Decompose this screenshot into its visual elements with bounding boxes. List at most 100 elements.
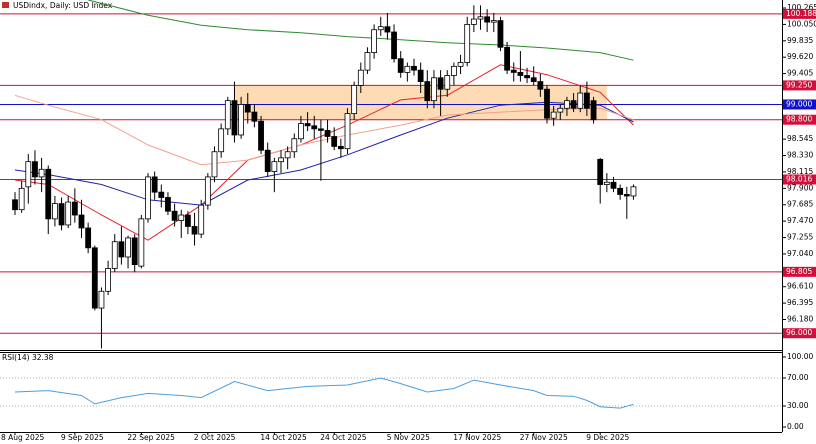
candle-body [264,149,271,172]
rsi-line [14,377,634,409]
level-label: 96.805 [786,267,812,276]
y-tick-label: 98.115 [787,167,813,176]
candle-body [324,129,331,137]
level-label: 98.016 [786,174,812,183]
candle-body [311,125,318,130]
candle-body [484,16,491,23]
symbol-icon [2,2,9,8]
candle-body [244,104,251,113]
candle-body [151,176,158,193]
candle-body [178,214,185,221]
y-tick-label: 100.00 [787,352,813,361]
candle-body [444,75,451,90]
candle-body [597,158,604,185]
candle-body [530,77,537,82]
candle-body [391,31,397,60]
level-label: 98.800 [786,115,812,124]
x-tick-label: 5 Nov 2025 [387,433,430,442]
y-tick-label: 99.620 [787,52,813,61]
candle-body [145,176,151,220]
candle-body [504,46,511,71]
candle-body [231,100,238,136]
candle-body [91,247,98,309]
candle-body [98,290,105,309]
y-tick-label: 100.265 [787,3,816,12]
candle-body [32,161,38,178]
candle-body [517,72,524,76]
level-label-bg [783,328,816,339]
candle-body [477,16,484,20]
candle-body [18,187,25,211]
level-label-bg [783,266,816,277]
y-tick-label: 70.00 [787,373,809,382]
candle-body [45,168,52,220]
candle-body [577,92,584,109]
level-label-bg [783,8,816,19]
y-tick-label: 98.545 [787,134,813,143]
candle-body [404,65,411,73]
level-label: 100.188 [786,9,816,18]
x-tick-label: 8 Aug 2025 [1,433,44,442]
y-tick-label: 98.330 [787,151,813,160]
candle-body [617,187,624,195]
candle-body [211,151,218,178]
y-tick-label: 97.900 [787,183,813,192]
moving-average-line [14,94,634,166]
candle-body [52,203,58,220]
level-label-bg [783,174,816,185]
level-label-bg [783,80,816,91]
candle-body [58,203,65,226]
candle-body [397,58,404,73]
level-label-bg [783,99,816,110]
x-tick-label: 9 Dec 2025 [586,433,629,442]
candle-body [78,214,85,229]
y-tick-label: 30.00 [787,401,809,410]
candle-body [497,20,504,48]
candle-body [557,107,564,113]
candle-body [337,146,344,150]
candle-body [457,62,464,67]
candle-body [131,237,138,265]
level-label: 99.250 [786,80,812,89]
candle-body [304,123,311,127]
candle-body [85,227,92,249]
candle-body [470,18,477,25]
level-label-bg [783,114,816,125]
candle-body [384,26,391,33]
y-tick-label: 100.050 [787,19,816,28]
candle-body [490,20,497,23]
candle-body [184,214,191,227]
candle-body [12,199,18,211]
candle-body [424,81,431,102]
candle-body [25,161,32,188]
y-tick-label: 96.180 [787,314,813,323]
candle-body [590,100,597,121]
candle-body [524,75,530,79]
candle-body [271,161,278,172]
candle-body [610,181,617,189]
y-tick-label: 97.470 [787,216,813,225]
candle-body [204,176,211,206]
candle-body [331,136,338,147]
candle-body [357,69,364,86]
candle-body [198,204,205,235]
candle-body [377,26,384,31]
y-tick-label: 99.405 [787,69,813,78]
candle-body [450,65,457,76]
candle-body [510,69,517,73]
candle-body [623,194,630,197]
candle-body [191,226,198,235]
candle-body [298,123,304,140]
moving-average-line [14,64,634,241]
moving-average-line [14,101,634,206]
level-label: 96.000 [786,328,812,337]
candle-body [537,81,544,90]
candle-body [284,151,291,159]
x-tick-label: 22 Sep 2025 [127,433,175,442]
candle-body [351,85,358,115]
candle-body [550,111,557,119]
rsi-title: RSI(14) 32.38 [2,353,54,362]
candle-body [278,157,284,163]
candle-body [603,181,610,185]
